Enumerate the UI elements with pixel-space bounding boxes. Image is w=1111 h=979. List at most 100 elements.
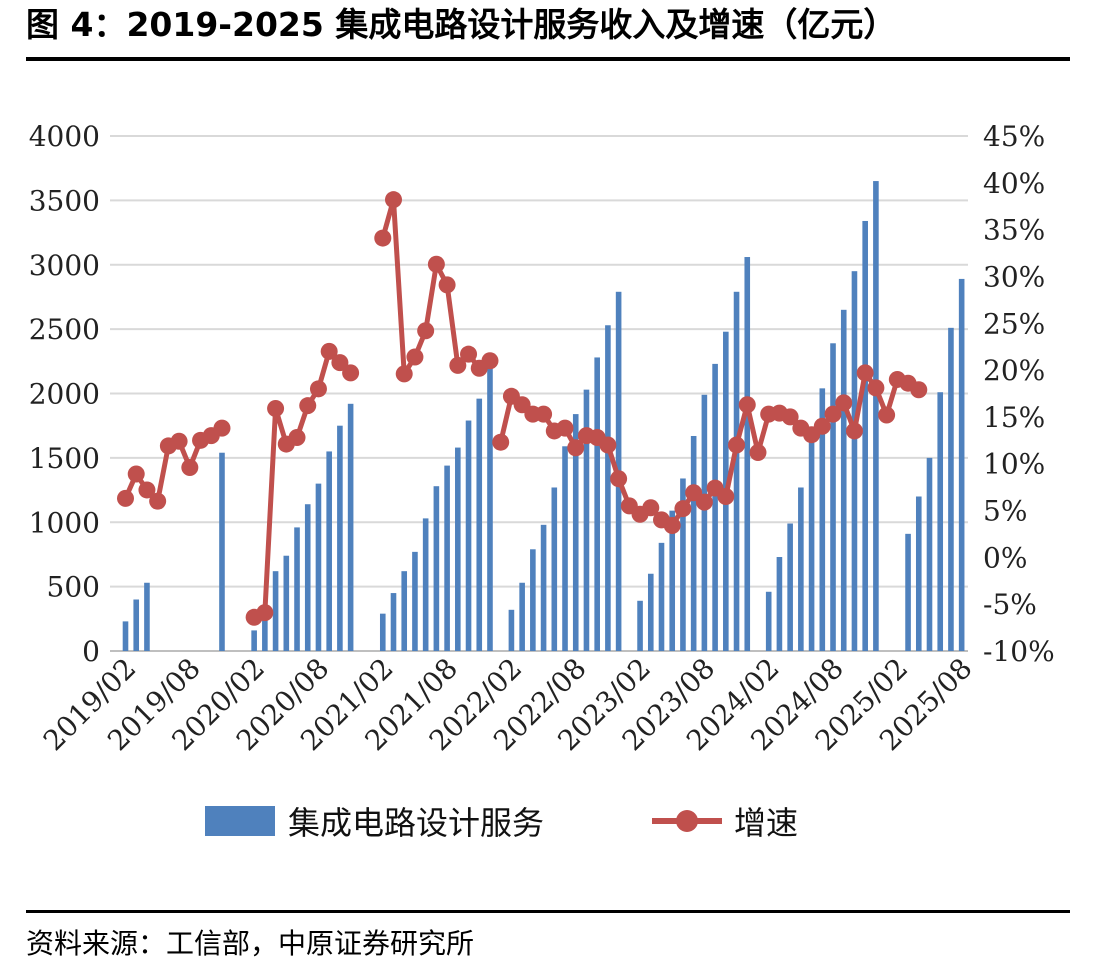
growth-point [460, 345, 478, 363]
growth-point [374, 229, 392, 247]
right-axis-tick-label: 15% [983, 401, 1045, 434]
right-axis-tick-label: 35% [983, 214, 1045, 247]
right-axis-tick-label: 45% [983, 120, 1045, 153]
bar [905, 533, 911, 651]
bar [851, 271, 858, 651]
bar [455, 447, 461, 651]
growth-point [813, 417, 831, 435]
left-axis-tick-label: 1000 [29, 506, 100, 539]
growth-point [674, 500, 692, 518]
bar [915, 496, 922, 651]
growth-point [835, 394, 853, 412]
bar [251, 630, 257, 651]
bar [712, 363, 718, 651]
growth-point [642, 499, 660, 517]
top-rule [26, 57, 1070, 61]
bar [133, 599, 140, 651]
growth-point [299, 397, 317, 415]
legend-line-label: 增速 [734, 804, 798, 842]
growth-point [267, 399, 285, 417]
left-axis-tick-label: 1500 [29, 442, 100, 475]
bar [669, 510, 676, 651]
growth-point [213, 419, 231, 437]
bar [798, 487, 804, 651]
growth-point [738, 396, 756, 414]
growth-point [663, 517, 681, 535]
bar [787, 523, 793, 651]
bar [390, 593, 397, 651]
bar [658, 542, 665, 651]
bar [637, 600, 643, 651]
right-axis-tick-label: 10% [983, 448, 1045, 481]
line-series-growth [117, 191, 928, 626]
right-axis-tick-label: 0% [983, 541, 1027, 574]
growth-point [556, 419, 574, 437]
bar [873, 181, 879, 651]
growth-point [449, 356, 467, 374]
bar [562, 446, 568, 651]
bar [294, 527, 300, 651]
bar [401, 571, 408, 651]
growth-point [181, 458, 199, 476]
source-note: 资料来源：工信部，中原证券研究所 [26, 927, 475, 960]
combo-chart: 0 500 1000 1500 2000 2500 3000 3500 4000 -10% -5%… [29, 120, 1055, 842]
right-axis-tick-label: -10% [983, 635, 1055, 668]
bar [733, 291, 740, 651]
bar [594, 357, 600, 651]
growth-point [342, 364, 360, 382]
growth-line-segment [498, 370, 921, 529]
growth-point [867, 379, 885, 397]
growth-point [395, 365, 413, 383]
chart-legend: 集成电路设计服务 增速 [205, 804, 798, 842]
bar [765, 591, 772, 651]
bar [776, 557, 783, 651]
right-axis-tick-label: 30% [983, 260, 1045, 293]
growth-point [417, 322, 435, 340]
growth-point [117, 489, 134, 507]
right-axis-tick-label: 40% [983, 167, 1045, 200]
legend-bar-swatch [205, 806, 275, 836]
right-axis-tick-label: 20% [983, 354, 1045, 387]
growth-point [695, 493, 713, 511]
growth-point [385, 191, 402, 209]
legend-line-marker [676, 810, 698, 832]
bar [465, 420, 472, 651]
right-axis-tick-label: 5% [983, 495, 1027, 528]
growth-point [138, 481, 156, 499]
growth-point [567, 439, 585, 457]
growth-point [331, 354, 349, 372]
growth-point [288, 429, 306, 447]
growth-point [256, 604, 274, 622]
growth-point [481, 352, 499, 370]
bar-series-design-service [122, 181, 965, 651]
left-axis-tick-label: 2000 [29, 378, 100, 411]
left-axis-tick-label: 0 [82, 635, 100, 668]
growth-point [149, 492, 167, 510]
bar [830, 343, 836, 651]
page-title: 图 4：2019-2025 集成电路设计服务收入及增速（亿元） [26, 5, 897, 44]
bar [819, 388, 826, 651]
bar [840, 309, 847, 651]
bar [433, 486, 440, 651]
left-axis-tick-label: 3500 [29, 184, 100, 217]
bar [422, 518, 429, 651]
bar [315, 483, 322, 651]
bar [283, 555, 290, 651]
growth-point [438, 276, 456, 294]
bar [572, 414, 579, 651]
bar [508, 609, 515, 651]
growth-point [878, 406, 896, 424]
bar [337, 425, 343, 651]
growth-point [127, 465, 145, 483]
bar [530, 549, 536, 651]
bar [808, 441, 815, 651]
bar [540, 524, 547, 651]
bottom-rule [26, 910, 1070, 913]
left-axis-tick-label: 2500 [29, 313, 100, 346]
bar [476, 398, 483, 651]
bar [680, 478, 686, 651]
left-axis-tick-label: 500 [47, 571, 100, 604]
growth-point [535, 405, 553, 423]
bar [937, 392, 944, 651]
bar [647, 573, 654, 651]
